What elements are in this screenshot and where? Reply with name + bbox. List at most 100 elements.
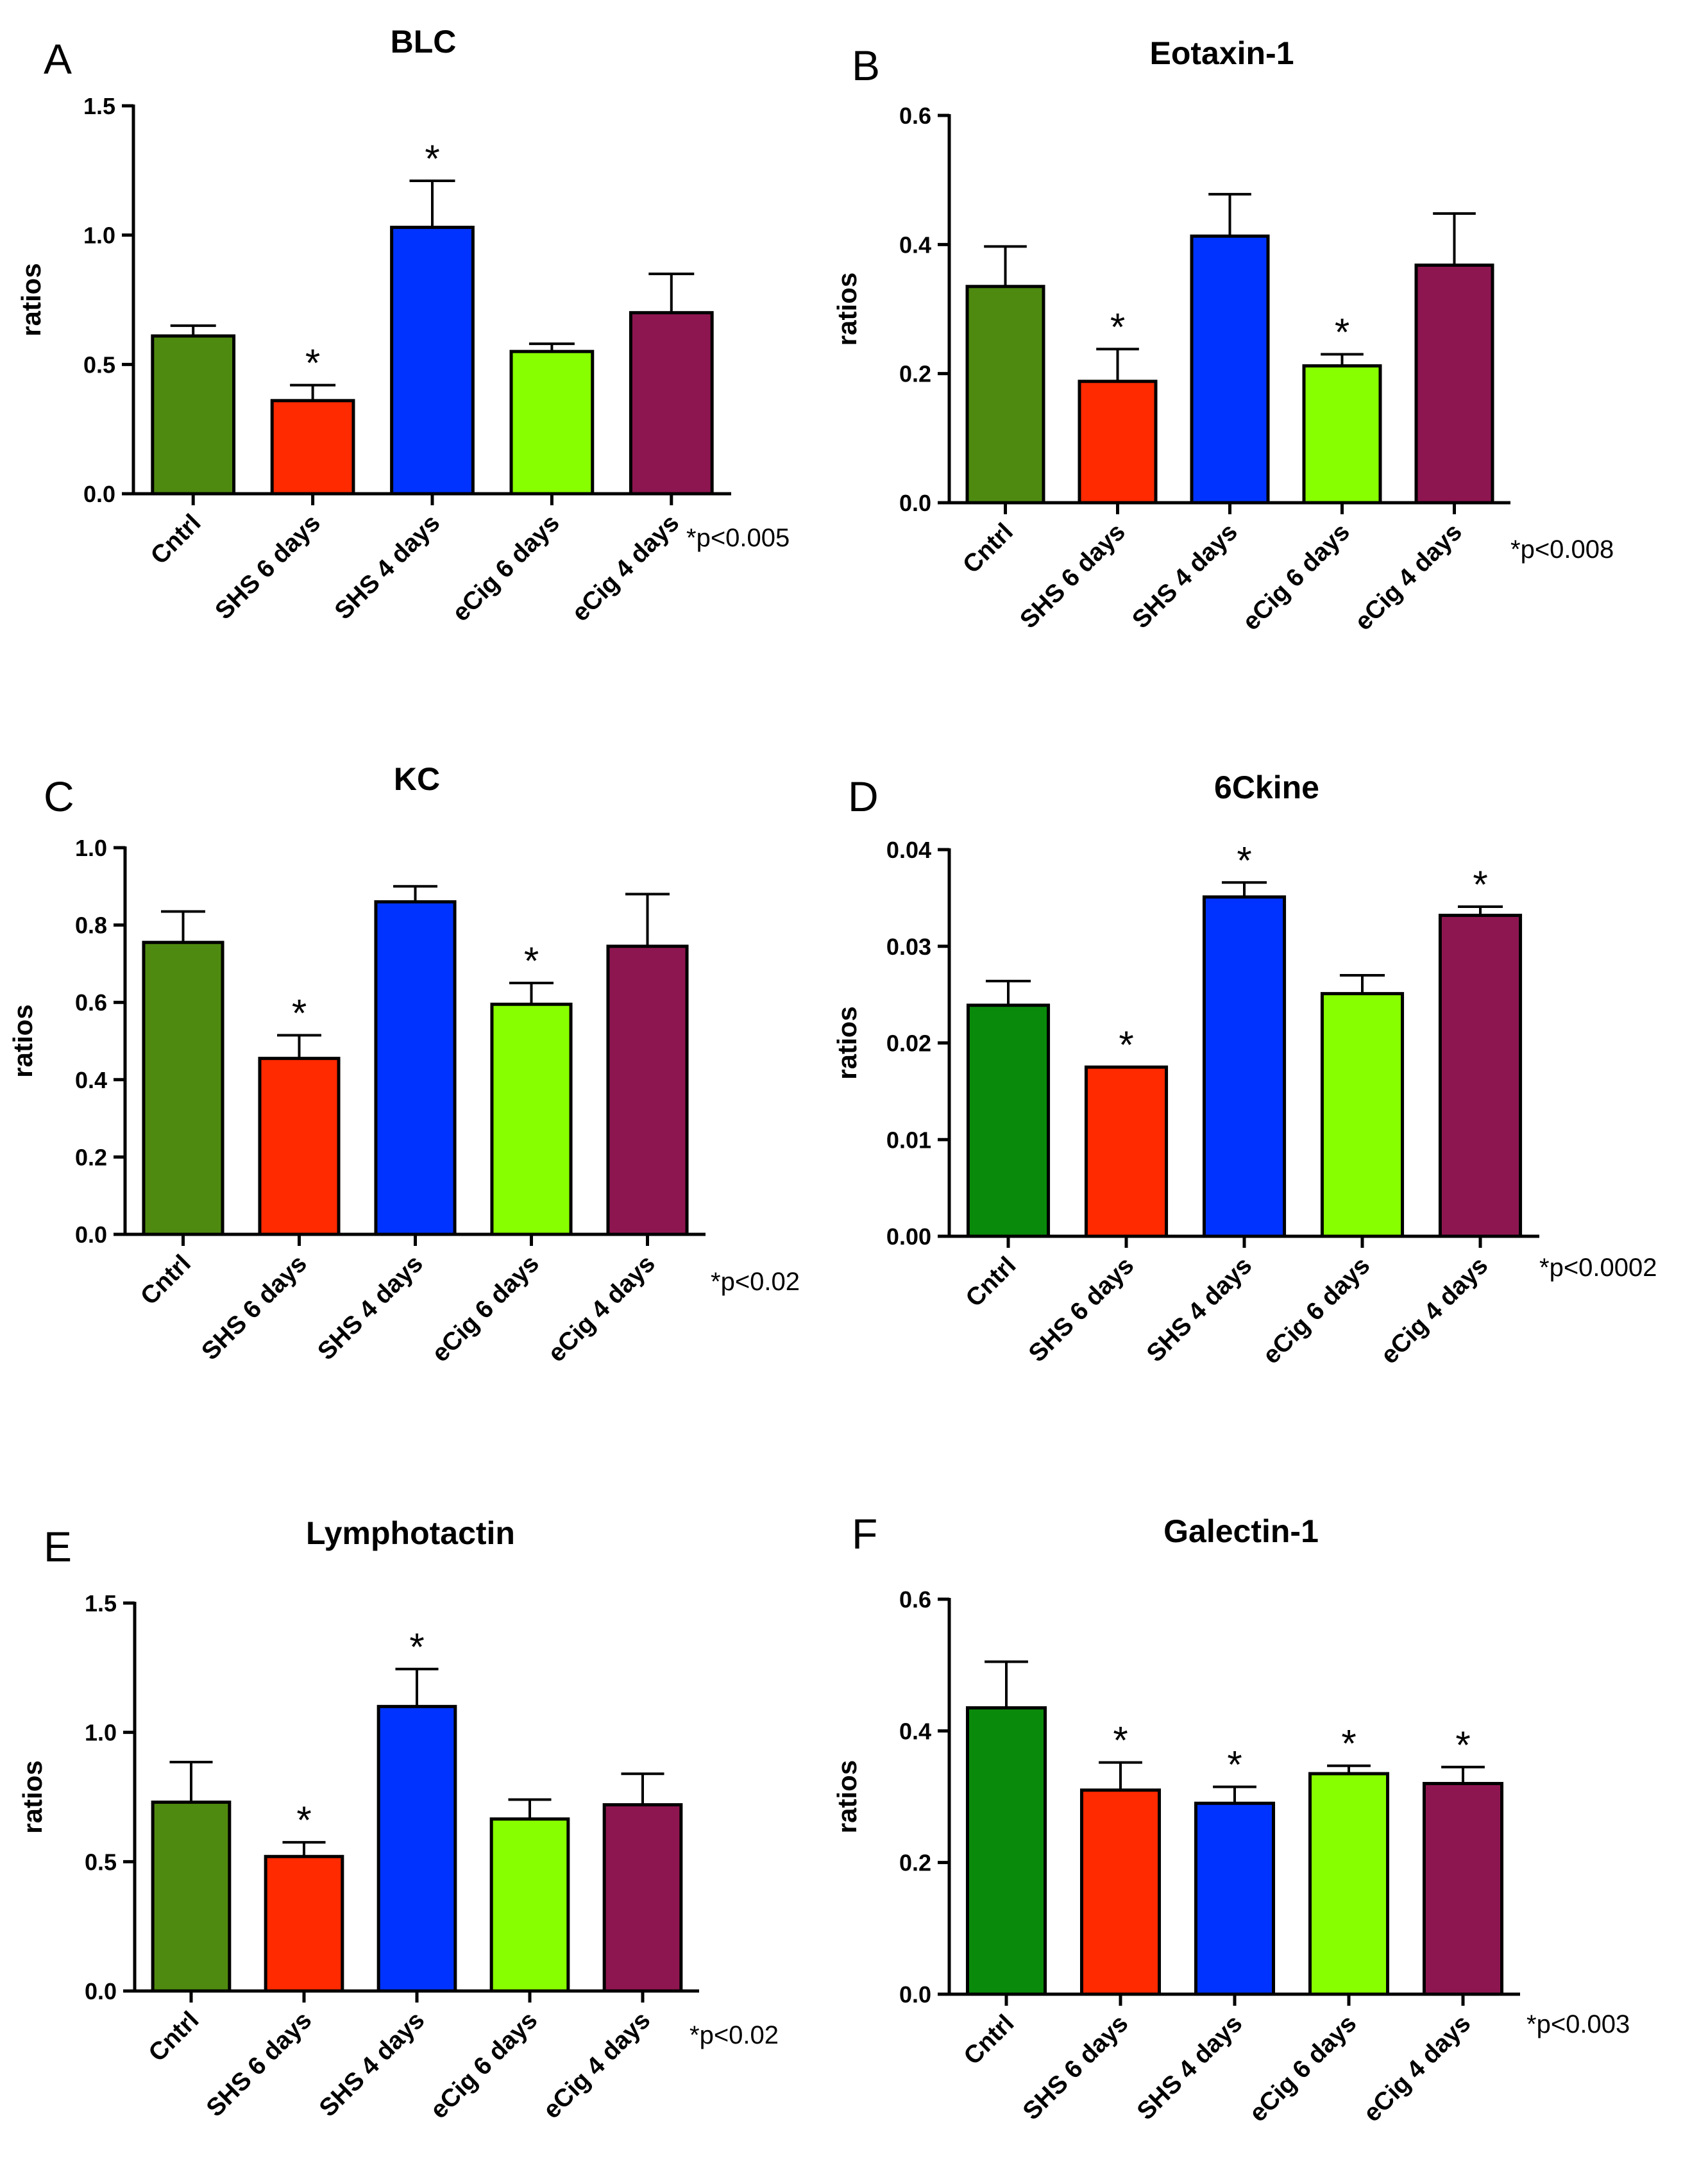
panel-letter: F bbox=[852, 1510, 877, 1558]
y-axis-label: ratios bbox=[8, 1004, 38, 1077]
bar-ecig-6-days bbox=[509, 349, 595, 496]
category-label: eCig 4 days bbox=[543, 1250, 661, 1368]
panel-letter: C bbox=[44, 773, 74, 820]
category-label: eCig 4 days bbox=[566, 509, 684, 627]
category-label: eCig 4 days bbox=[1349, 518, 1467, 636]
category-label: eCig 6 days bbox=[447, 509, 565, 627]
bar-ecig-4-days bbox=[1414, 264, 1494, 505]
y-tick-label: 0.4 bbox=[75, 1067, 107, 1093]
y-axis-label: ratios bbox=[17, 1760, 47, 1833]
y-tick-label: 0.0 bbox=[899, 490, 931, 516]
significance-star: * bbox=[1119, 1023, 1133, 1066]
p-value-note: *p<0.0002 bbox=[1539, 1254, 1657, 1282]
category-label: Cntrl bbox=[144, 2006, 205, 2067]
y-tick-label: 0.0 bbox=[75, 1222, 107, 1248]
bar-shs-4-days bbox=[374, 900, 457, 1236]
y-axis-label: ratios bbox=[832, 273, 862, 346]
bar-cntrl bbox=[151, 334, 236, 496]
category-label: eCig 6 days bbox=[427, 1250, 545, 1368]
bar-ecig-4-days bbox=[1422, 1781, 1504, 1996]
y-tick-label: 0.02 bbox=[886, 1030, 931, 1057]
bar-shs-6-days bbox=[264, 1854, 344, 1993]
category-label: eCig 6 days bbox=[425, 2006, 543, 2124]
bar-ecig-6-days bbox=[489, 1817, 570, 1993]
panel-letter: D bbox=[848, 773, 879, 820]
y-tick-label: 0.6 bbox=[899, 103, 931, 129]
significance-star: * bbox=[305, 342, 320, 385]
category-label: Cntrl bbox=[135, 1250, 196, 1311]
p-value-note: *p<0.02 bbox=[689, 2021, 779, 2049]
y-tick-label: 1.5 bbox=[85, 1590, 117, 1617]
bar-cntrl bbox=[151, 1801, 232, 1993]
y-tick-label: 0.6 bbox=[75, 989, 107, 1016]
p-value-note: *p<0.005 bbox=[686, 524, 790, 552]
category-label: Cntrl bbox=[959, 2010, 1020, 2071]
bar-cntrl bbox=[966, 1004, 1051, 1238]
bar-shs-4-days bbox=[1202, 895, 1287, 1238]
chart-panel-a: A BLC 0.0 0.5 1.0 1.5 ratios Cntrl * SHS 6 days * S… bbox=[16, 24, 790, 627]
category-label: SHS 4 days bbox=[1142, 1252, 1258, 1368]
y-tick-label: 0.01 bbox=[886, 1127, 931, 1153]
bar-shs-6-days bbox=[258, 1057, 341, 1236]
bar-ecig-4-days bbox=[1438, 914, 1523, 1238]
chart-title: BLC bbox=[391, 24, 457, 60]
chart-panel-e: E Lymphotactin 0.0 0.5 1.0 1.5 ratios Cntrl * SHS… bbox=[17, 1515, 779, 2124]
category-label: eCig 6 days bbox=[1237, 518, 1355, 636]
y-tick-label: 1.0 bbox=[85, 1720, 117, 1746]
category-label: eCig 4 days bbox=[1358, 2010, 1476, 2128]
y-tick-label: 0.03 bbox=[886, 934, 931, 960]
bar-shs-6-days bbox=[1084, 1065, 1169, 1238]
bar-cntrl bbox=[965, 1706, 1047, 1996]
chart-panel-c: C KC 0.0 0.2 0.4 0.6 0.8 1.0 ratios Cntrl * SHS 6 d… bbox=[8, 761, 800, 1368]
panel-letter: B bbox=[852, 42, 880, 89]
category-label: eCig 4 days bbox=[1376, 1252, 1494, 1370]
category-label: SHS 6 days bbox=[1015, 518, 1131, 634]
y-axis-label: ratios bbox=[832, 1006, 862, 1079]
category-label: SHS 6 days bbox=[1018, 2010, 1134, 2126]
bar-shs-6-days bbox=[1079, 1788, 1162, 1996]
chart-panel-d: D 6Ckine 0.00 0.01 0.02 0.03 0.04 ratios Cntrl * S… bbox=[832, 769, 1657, 1370]
bar-shs-6-days bbox=[1078, 380, 1158, 505]
category-label: SHS 6 days bbox=[1024, 1252, 1140, 1368]
bar-shs-4-days bbox=[1190, 234, 1270, 505]
chart-title: Galectin-1 bbox=[1163, 1513, 1319, 1549]
chart-panel-f: F Galectin-1 0.0 0.2 0.4 0.6 ratios Cntrl * SHS 6… bbox=[832, 1510, 1630, 2128]
y-tick-label: 1.0 bbox=[83, 223, 115, 249]
category-label: SHS 4 days bbox=[330, 509, 446, 625]
chart-title: 6Ckine bbox=[1214, 769, 1319, 805]
y-tick-label: 0.5 bbox=[85, 1849, 117, 1875]
significance-star: * bbox=[1110, 305, 1125, 348]
p-value-note: *p<0.008 bbox=[1510, 535, 1614, 564]
bar-ecig-4-days bbox=[606, 945, 689, 1236]
bar-shs-4-days bbox=[1194, 1801, 1276, 1996]
category-label: SHS 4 days bbox=[312, 1250, 428, 1366]
chart-panel-b: B Eotaxin-1 0.0 0.2 0.4 0.6 ratios Cntrl * SHS 6 … bbox=[832, 35, 1614, 636]
panel-letter: E bbox=[44, 1523, 72, 1570]
y-tick-label: 0.5 bbox=[83, 351, 115, 378]
bar-ecig-6-days bbox=[1320, 992, 1405, 1238]
significance-star: * bbox=[292, 991, 307, 1034]
y-tick-label: 0.2 bbox=[75, 1144, 107, 1170]
category-label: Cntrl bbox=[961, 1252, 1022, 1313]
y-tick-label: 0.0 bbox=[899, 1981, 931, 2008]
bar-shs-6-days bbox=[270, 399, 355, 496]
y-tick-label: 0.0 bbox=[83, 481, 115, 507]
y-axis-label: ratios bbox=[16, 263, 46, 336]
significance-star: * bbox=[1335, 310, 1349, 353]
bar-ecig-6-days bbox=[1308, 1772, 1390, 1996]
category-label: SHS 4 days bbox=[314, 2006, 430, 2122]
significance-star: * bbox=[1341, 1722, 1356, 1765]
y-tick-label: 0.4 bbox=[899, 231, 931, 258]
y-tick-label: 0.6 bbox=[899, 1586, 931, 1613]
y-tick-label: 0.8 bbox=[75, 912, 107, 939]
category-label: eCig 6 days bbox=[1244, 2010, 1362, 2128]
category-label: Cntrl bbox=[146, 509, 207, 570]
bar-cntrl bbox=[142, 941, 224, 1236]
significance-star: * bbox=[1237, 839, 1251, 882]
y-tick-label: 0.0 bbox=[85, 1978, 117, 2004]
chart-title: Eotaxin-1 bbox=[1149, 35, 1294, 71]
y-tick-label: 1.0 bbox=[75, 835, 107, 861]
bar-shs-4-days bbox=[376, 1704, 457, 1993]
category-label: eCig 4 days bbox=[538, 2006, 656, 2124]
